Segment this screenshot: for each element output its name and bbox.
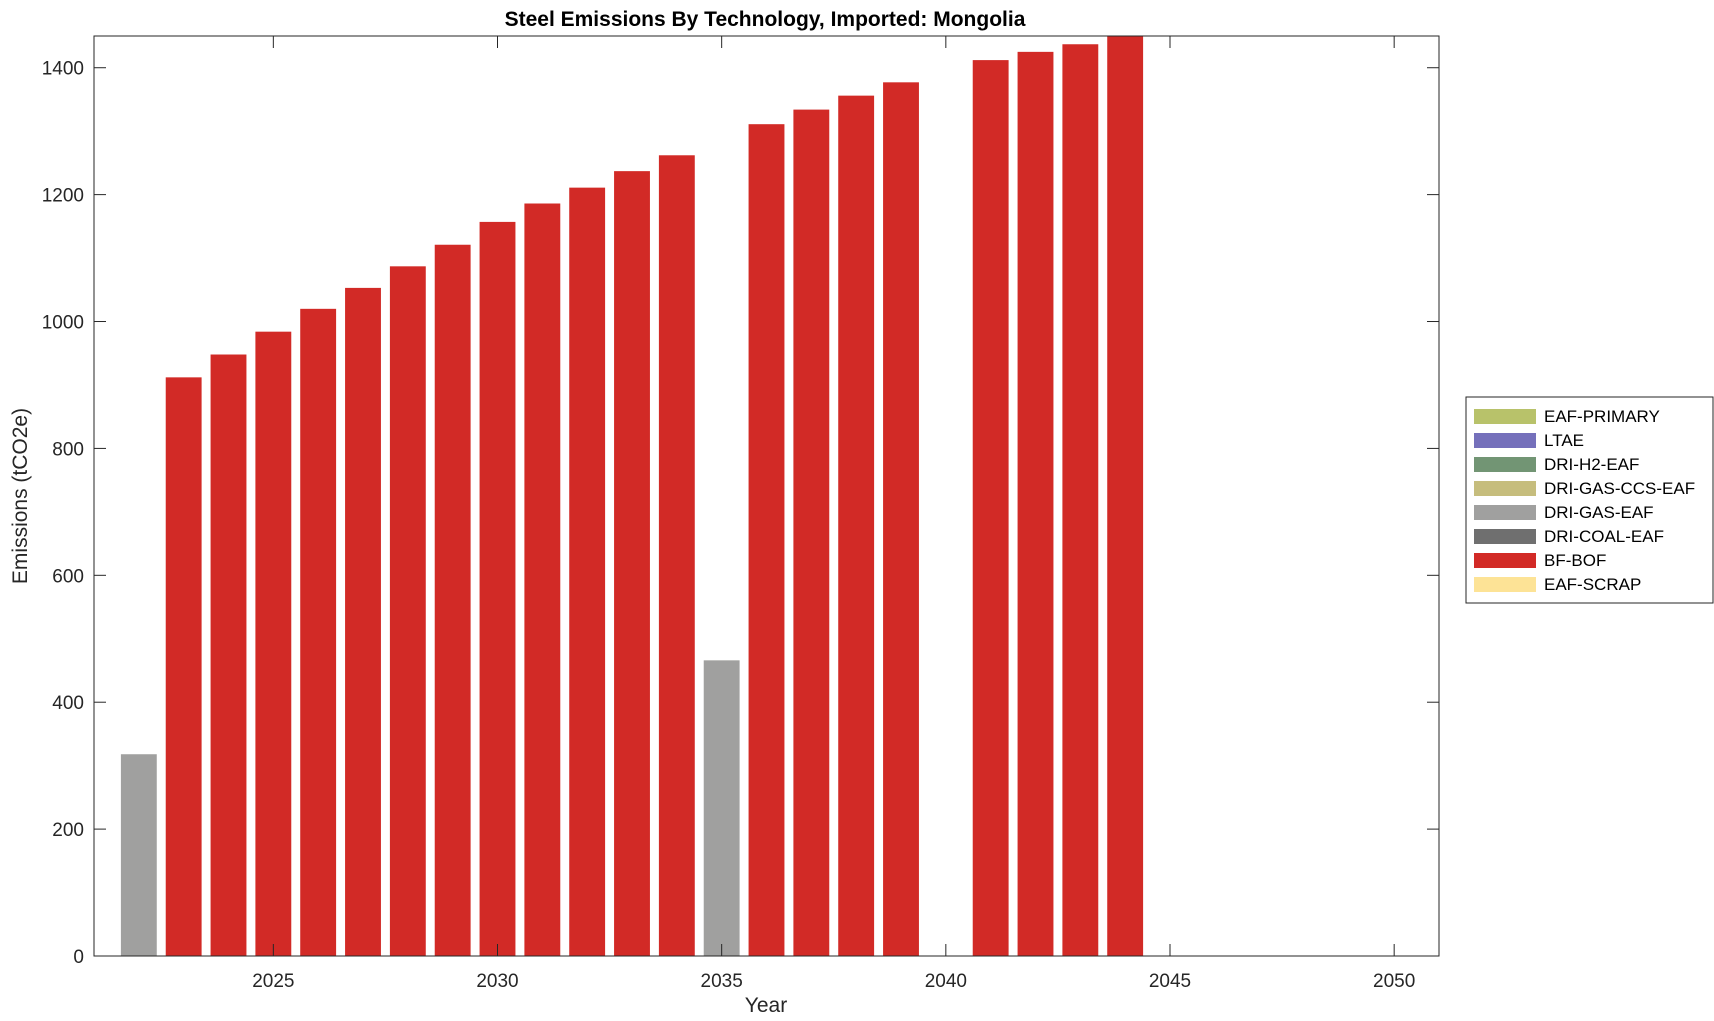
legend-label-bf-bof: BF-BOF	[1544, 551, 1606, 570]
bar-bf-bof-2025	[255, 331, 292, 956]
y-tick-label: 1000	[42, 313, 84, 334]
y-tick-label: 800	[52, 439, 84, 460]
legend-label-ltae: LTAE	[1544, 431, 1584, 450]
bar-bf-bof-2026	[300, 308, 337, 957]
x-tick-label: 2035	[701, 971, 743, 992]
bar-bf-bof-2032	[569, 187, 606, 956]
bar-bf-bof-2030	[479, 221, 516, 956]
y-tick-label: 600	[52, 566, 84, 587]
y-tick-label: 1200	[42, 186, 84, 207]
legend-swatch-ltae	[1474, 433, 1536, 448]
x-tick-label: 2050	[1373, 971, 1415, 992]
legend-swatch-dri-h2-eaf	[1474, 457, 1536, 472]
legend-swatch-dri-gas-eaf	[1474, 505, 1536, 520]
y-tick-label: 200	[52, 820, 84, 841]
bar-bf-bof-2033	[614, 171, 650, 956]
bar-bf-bof-2024	[210, 354, 247, 956]
x-tick-label: 2045	[1149, 971, 1191, 992]
bar-dri-gas-eaf-2035	[703, 660, 740, 956]
legend-swatch-dri-gas-ccs-eaf	[1474, 481, 1536, 496]
bar-bf-bof-2043	[1062, 44, 1099, 956]
plot-frame	[93, 35, 1440, 957]
legend-swatch-dri-coal-eaf	[1474, 529, 1536, 544]
bar-bf-bof-2036	[748, 124, 785, 956]
y-tick-label: 400	[52, 693, 84, 714]
x-tick-label: 2025	[252, 971, 294, 992]
y-tick-label: 0	[73, 947, 84, 968]
bar-bf-bof-2041	[972, 60, 1009, 957]
x-tick-label: 2030	[476, 971, 518, 992]
legend-label-dri-gas-ccs-eaf: DRI-GAS-CCS-EAF	[1544, 479, 1695, 498]
bars-layer	[120, 36, 1144, 957]
legend-label-eaf-primary: EAF-PRIMARY	[1544, 407, 1660, 426]
y-axis-label: Emissions (tCO2e)	[9, 408, 32, 584]
legend-label-dri-gas-eaf: DRI-GAS-EAF	[1544, 503, 1654, 522]
bar-bf-bof-2027	[345, 287, 381, 956]
legend-label-eaf-scrap: EAF-SCRAP	[1544, 575, 1641, 594]
bar-bf-bof-2037	[793, 109, 830, 957]
bar-bf-bof-2044	[1107, 36, 1144, 956]
bar-bf-bof-2029	[434, 244, 471, 957]
bar-dri-gas-eaf-2022	[120, 754, 157, 956]
legend-swatch-bf-bof	[1474, 553, 1536, 568]
legend-swatch-eaf-scrap	[1474, 577, 1536, 592]
y-tick-label: 1400	[42, 59, 84, 80]
legend-swatch-eaf-primary	[1474, 409, 1536, 424]
legend: EAF-PRIMARY LTAE DRI-H2-EAF DRI-GAS-CCS-EAF…	[1465, 396, 1714, 604]
legend-label-dri-coal-eaf: DRI-COAL-EAF	[1544, 527, 1664, 546]
x-axis-label: Year	[745, 994, 787, 1017]
bar-bf-bof-2023	[165, 377, 202, 957]
bar-bf-bof-2031	[524, 203, 561, 956]
legend-box	[1465, 396, 1714, 604]
x-tick-label: 2040	[925, 971, 967, 992]
chart-title: Steel Emissions By Technology, Imported:…	[505, 8, 1026, 31]
bar-bf-bof-2034	[658, 155, 695, 956]
ticks-layer: 0 200 400 600 800 1000 1200 1400 2025 2030 2035 204…	[42, 36, 1439, 992]
bar-bf-bof-2039	[883, 82, 919, 956]
bar-bf-bof-2028	[389, 266, 426, 956]
bar-bf-bof-2038	[838, 95, 875, 956]
bar-bf-bof-2042	[1017, 51, 1054, 957]
legend-label-dri-h2-eaf: DRI-H2-EAF	[1544, 455, 1639, 474]
